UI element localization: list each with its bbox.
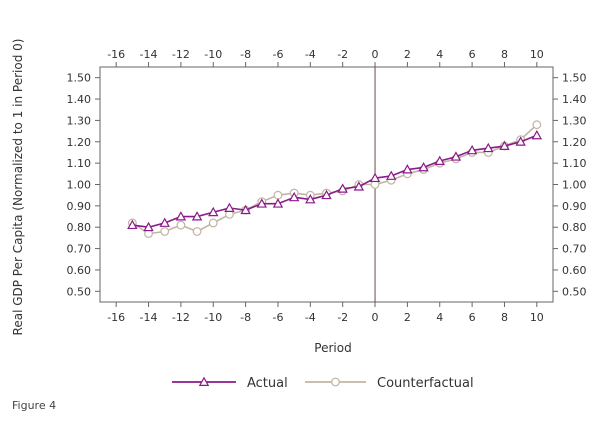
y-tick-label-right: 1.30: [562, 114, 587, 127]
x-tick-label-bottom: 2: [404, 311, 411, 324]
data-point-actual: [143, 221, 154, 232]
x-tick-label-bottom: 10: [530, 311, 544, 324]
legend-marker-counterfactual: [331, 377, 340, 387]
y-tick-label-right: 0.90: [562, 200, 587, 213]
data-point-actual: [499, 140, 510, 151]
x-tick-label-top: 2: [404, 48, 411, 61]
x-tick-label-bottom: -16: [107, 311, 125, 324]
data-point-counterfactual: [192, 227, 202, 236]
x-tick-label-top: -10: [204, 48, 222, 61]
x-tick-label-top: -8: [240, 48, 251, 61]
y-tick-label-left: 0.70: [67, 243, 92, 256]
x-tick-label-bottom: -8: [240, 311, 251, 324]
data-point-actual: [127, 219, 138, 230]
y-tick-label-right: 1.20: [562, 136, 587, 149]
series-line-actual: [132, 134, 538, 229]
y-tick-label-left: 1.50: [67, 72, 92, 85]
x-tick-label-bottom: -4: [305, 311, 316, 324]
data-point-actual: [272, 198, 284, 208]
data-point-actual: [208, 206, 219, 217]
data-point-actual: [240, 204, 251, 215]
x-axis-title: Period: [314, 341, 351, 355]
x-tick-label-bottom: -14: [140, 311, 158, 324]
data-point-actual: [353, 181, 365, 191]
x-tick-label-bottom: -6: [272, 311, 283, 324]
data-point-actual: [483, 142, 494, 153]
x-tick-label-top: 0: [372, 48, 379, 61]
y-tick-label-left: 1.20: [67, 136, 92, 149]
y-tick-label-right: 0.80: [562, 221, 587, 234]
data-point-counterfactual: [532, 120, 542, 130]
x-tick-label-top: -4: [305, 48, 316, 61]
y-axis-title: Real GDP Per Capita (Normalized to 1 in …: [11, 39, 25, 336]
data-point-actual: [434, 155, 445, 165]
y-tick-label-right: 0.70: [562, 243, 587, 256]
y-tick-label-right: 1.50: [562, 72, 587, 85]
x-tick-label-top: -16: [107, 48, 125, 61]
data-point-counterfactual: [160, 227, 170, 236]
data-point-actual: [224, 202, 235, 212]
y-tick-label-left: 1.40: [67, 93, 92, 106]
y-tick-label-right: 1.00: [562, 179, 587, 192]
data-point-actual: [337, 183, 348, 193]
y-tick-label-left: 0.60: [67, 264, 92, 277]
x-tick-label-bottom: -12: [172, 311, 190, 324]
data-point-actual: [418, 161, 429, 172]
data-point-actual: [466, 144, 478, 155]
x-tick-label-top: -6: [272, 48, 283, 61]
data-point-actual: [191, 211, 203, 221]
data-point-actual: [515, 136, 526, 146]
x-tick-label-top: -12: [172, 48, 190, 61]
x-tick-label-bottom: 4: [436, 311, 443, 324]
x-tick-label-bottom: 0: [372, 311, 379, 324]
y-tick-label-right: 0.50: [562, 285, 587, 298]
data-point-actual: [531, 129, 543, 140]
data-point-counterfactual: [208, 218, 218, 228]
x-tick-label-top: -14: [140, 48, 158, 61]
x-tick-label-bottom: 8: [501, 311, 508, 324]
data-point-actual: [402, 164, 413, 174]
y-tick-label-left: 1.30: [67, 114, 92, 127]
data-point-actual: [256, 198, 268, 208]
y-tick-label-right: 1.10: [562, 157, 587, 170]
x-tick-label-top: 4: [436, 48, 443, 61]
legend: Actual Counterfactual: [172, 376, 474, 391]
x-tick-label-top: 10: [530, 48, 544, 61]
y-tick-label-left: 0.90: [67, 200, 92, 213]
data-point-actual: [369, 172, 381, 183]
figure-caption: Figure 4: [12, 399, 57, 412]
data-point-actual: [175, 211, 187, 221]
y-tick-label-right: 1.40: [562, 93, 587, 106]
legend-label-actual: Actual: [247, 376, 288, 391]
y-tick-label-left: 0.50: [67, 285, 92, 298]
data-point-actual: [305, 194, 316, 204]
y-tick-label-left: 0.80: [67, 221, 92, 234]
plot-frame: [99, 66, 554, 303]
data-point-counterfactual: [273, 190, 283, 200]
y-tick-label-left: 1.00: [67, 179, 92, 192]
data-point-actual: [450, 151, 462, 161]
data-point-counterfactual: [176, 220, 186, 230]
y-tick-label-right: 0.60: [562, 264, 587, 277]
data-point-actual: [159, 217, 170, 227]
legend-marker-actual: [198, 376, 210, 386]
x-tick-label-bottom: -2: [337, 311, 348, 324]
y-tick-label-left: 1.10: [67, 157, 92, 170]
x-tick-label-top: -2: [337, 48, 348, 61]
x-tick-label-bottom: 6: [469, 311, 476, 324]
x-tick-label-top: 8: [501, 48, 508, 61]
x-tick-label-top: 6: [469, 48, 476, 61]
data-point-actual: [321, 189, 332, 200]
data-point-actual: [288, 191, 300, 202]
legend-label-counterfactual: Counterfactual: [377, 376, 474, 391]
data-point-actual: [385, 170, 397, 180]
x-tick-label-bottom: -10: [204, 311, 222, 324]
